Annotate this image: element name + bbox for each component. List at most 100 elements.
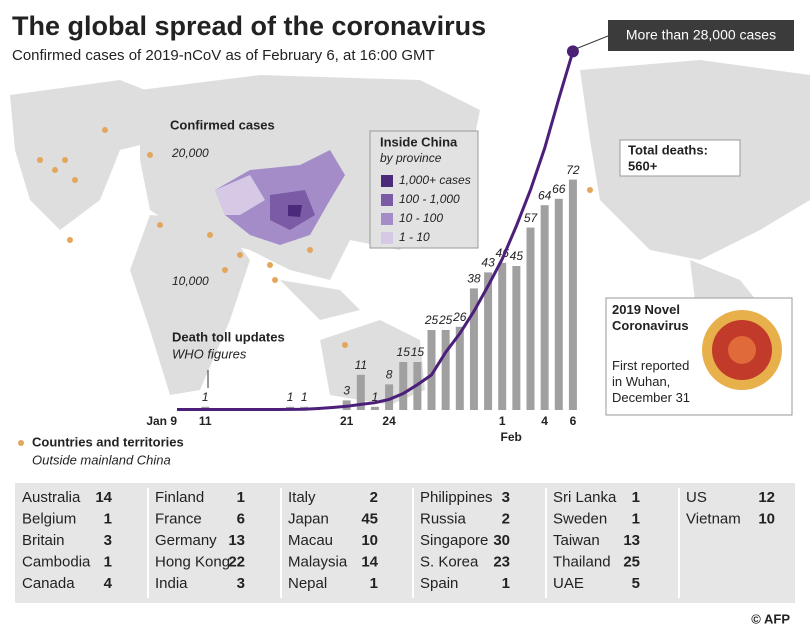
bar: [554, 198, 563, 410]
country-name: Philippines: [420, 489, 493, 506]
y-tick-label: 10,000: [172, 274, 209, 288]
country-count: 14: [95, 489, 112, 506]
callout-leader: [572, 35, 609, 51]
bar-value-label: 15: [397, 345, 411, 359]
china-map: [215, 150, 345, 245]
legend-title: Inside China: [380, 134, 458, 149]
bar-value-label: 1: [301, 390, 308, 404]
virus-text-wrap: First reported in Wuhan, December 31: [612, 358, 690, 405]
bar-label: Death toll updates: [172, 329, 285, 344]
legend-swatch: [381, 175, 393, 187]
country-count: 1: [370, 575, 378, 592]
deaths-label: Total deaths:: [628, 142, 708, 157]
country-name: Russia: [420, 510, 467, 527]
country-count: 23: [493, 553, 510, 570]
country-name: Thailand: [553, 553, 611, 570]
country-name: France: [155, 510, 202, 527]
deaths-value: 560+: [628, 158, 658, 173]
province-area: [215, 175, 265, 215]
country-count: 12: [758, 489, 775, 506]
country-count: 4: [104, 575, 113, 592]
bar-value-label: 45: [510, 249, 524, 263]
country-dot: [147, 152, 153, 158]
legend-label: 1,000+ cases: [399, 173, 471, 187]
subtitle: Confirmed cases of 2019-nCoV as of Febru…: [12, 47, 435, 64]
landmass: [320, 320, 425, 405]
country-name: Vietnam: [686, 510, 741, 527]
legend-swatch: [381, 232, 393, 244]
x-group-label: Feb: [501, 430, 522, 444]
bar-value-label: 15: [411, 345, 425, 359]
table-box: [15, 483, 795, 603]
country-name: Britain: [22, 532, 65, 549]
country-count: 10: [758, 510, 775, 527]
legend-items: 1,000+ cases 100 - 1,000 10 - 100 1 - 10: [381, 173, 471, 244]
legend-label: 10 - 100: [399, 211, 443, 225]
country-count: 3: [237, 575, 245, 592]
x-tick-label: 6: [570, 414, 577, 428]
country-name: Nepal: [288, 575, 327, 592]
country-count: 2: [370, 489, 378, 506]
country-dot: [587, 187, 593, 193]
bar: [498, 262, 507, 410]
landmass: [130, 215, 250, 395]
bar-value-label: 3: [343, 384, 350, 398]
bar: [469, 288, 478, 410]
y-tick-label: 20,000: [171, 146, 209, 160]
bar: [540, 205, 549, 410]
x-tick-label: 4: [541, 414, 548, 428]
bar: [512, 266, 521, 410]
bar-value-label: 57: [524, 211, 539, 225]
country-count: 45: [361, 510, 378, 527]
bar: [399, 362, 408, 410]
country-count: 1: [104, 510, 112, 527]
legend-box: [369, 130, 479, 249]
country-name: Australia: [22, 489, 81, 506]
country-name: Canada: [22, 575, 75, 592]
bar-value-label: 1: [202, 390, 209, 404]
legend-dot: [18, 440, 24, 446]
country-dot: [272, 277, 278, 283]
country-dot: [72, 177, 78, 183]
country-count: 13: [623, 532, 640, 549]
country-count: 1: [632, 489, 640, 506]
country-name: Singapore: [420, 532, 488, 549]
title: The global spread of the coronavirus: [12, 11, 486, 41]
country-count: 22: [228, 553, 245, 570]
country-name: S. Korea: [420, 553, 479, 570]
country-name: Sri Lanka: [553, 489, 617, 506]
country-name: Italy: [288, 489, 316, 506]
country-dot: [267, 262, 273, 268]
country-count: 14: [361, 553, 378, 570]
country-count: 1: [237, 489, 245, 506]
country-name: Japan: [288, 510, 329, 527]
country-count: 5: [632, 575, 640, 592]
credit: © AFP: [751, 611, 790, 626]
countries-title: Countries and territories: [32, 434, 184, 449]
callout-text: More than 28,000 cases: [626, 27, 776, 43]
province-area: [288, 205, 302, 217]
country-count: 3: [104, 532, 112, 549]
line: [177, 50, 575, 411]
bar-value-label: 1: [287, 390, 294, 404]
country-name: India: [155, 575, 188, 592]
country-name: Cambodia: [22, 553, 91, 570]
virus-title-wrap: 2019 Novel Coronavirus: [612, 302, 689, 333]
bar-value-label: 11: [355, 358, 367, 372]
x-tick-label: 24: [382, 414, 396, 428]
bar-value-label: 8: [386, 368, 393, 382]
country-dot: [342, 342, 348, 348]
bar-value-label: 25: [438, 313, 453, 327]
bar-value-label: 25: [424, 313, 439, 327]
country-count: 6: [237, 510, 245, 527]
virus-core: [728, 336, 756, 364]
end-point: [566, 45, 579, 58]
legend-label: 1 - 10: [399, 230, 430, 244]
bar-value-label: 66: [552, 182, 566, 196]
country-name: Germany: [155, 532, 217, 549]
bar-value-label: 43: [481, 256, 495, 270]
legend-swatch: [381, 213, 393, 225]
country-name: Spain: [420, 575, 458, 592]
